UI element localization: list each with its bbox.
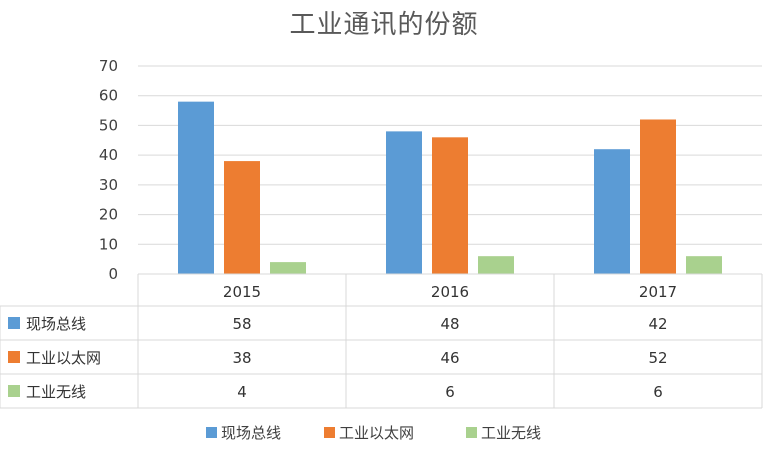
data-label: 42 bbox=[648, 315, 667, 333]
y-tick-label: 50 bbox=[99, 116, 118, 134]
bar-1-2016 bbox=[386, 131, 422, 274]
data-label: 38 bbox=[232, 349, 251, 367]
bar-3-2015 bbox=[270, 262, 306, 274]
y-tick-label: 70 bbox=[99, 57, 118, 75]
x-tick-label: 2017 bbox=[639, 283, 677, 301]
bar-2-2016 bbox=[432, 137, 468, 274]
data-label: 46 bbox=[440, 349, 459, 367]
data-label: 52 bbox=[648, 349, 667, 367]
legend-label: 工业以太网 bbox=[339, 424, 414, 442]
y-tick-label: 0 bbox=[108, 265, 118, 283]
legend-label: 工业无线 bbox=[481, 424, 541, 442]
bar-1-2017 bbox=[594, 149, 630, 274]
data-label: 48 bbox=[440, 315, 459, 333]
table-series-label: 现场总线 bbox=[26, 315, 86, 333]
x-tick-label: 2016 bbox=[431, 283, 469, 301]
data-label: 6 bbox=[653, 383, 663, 401]
table-series-label: 工业无线 bbox=[26, 383, 86, 401]
bar-3-2016 bbox=[478, 256, 514, 274]
table-legend-key bbox=[8, 385, 20, 397]
bar-2-2017 bbox=[640, 119, 676, 274]
y-tick-label: 10 bbox=[99, 235, 118, 253]
y-tick-label: 40 bbox=[99, 146, 118, 164]
y-tick-label: 30 bbox=[99, 176, 118, 194]
table-legend-key bbox=[8, 317, 20, 329]
bar-1-2015 bbox=[178, 101, 214, 275]
legend-swatch bbox=[206, 427, 217, 438]
table-legend-key bbox=[8, 351, 20, 363]
x-tick-label: 2015 bbox=[223, 283, 261, 301]
data-label: 6 bbox=[445, 383, 455, 401]
legend-swatch bbox=[466, 427, 477, 438]
data-label: 4 bbox=[237, 383, 247, 401]
y-tick-label: 20 bbox=[99, 206, 118, 224]
bar-3-2017 bbox=[686, 256, 722, 274]
legend-swatch bbox=[324, 427, 335, 438]
legend-label: 现场总线 bbox=[221, 424, 281, 442]
chart-title: 工业通讯的份额 bbox=[289, 10, 479, 40]
data-label: 58 bbox=[232, 315, 251, 333]
table-series-label: 工业以太网 bbox=[26, 349, 101, 367]
y-tick-label: 60 bbox=[99, 87, 118, 105]
bar-2-2015 bbox=[224, 161, 260, 274]
